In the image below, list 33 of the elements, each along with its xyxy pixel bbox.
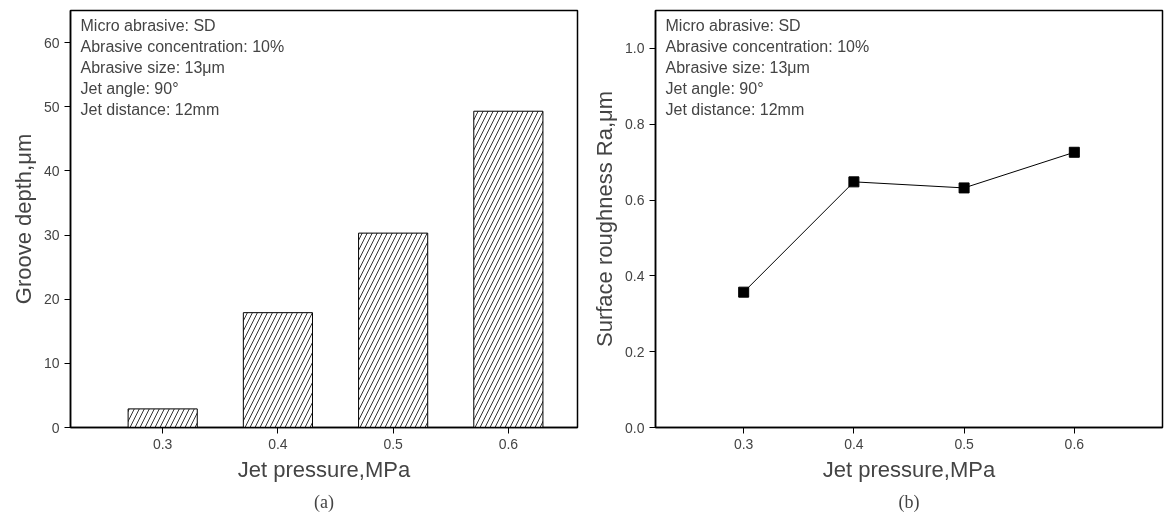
annotation: Micro abrasive: SD Abrasive concentration: 10% Abrasive size: 13μm Jet angle: 90° Jet distance: 12mm bbox=[80, 16, 285, 118]
y-tick-label: 20 bbox=[43, 291, 60, 308]
x-tick-label: 0.4 bbox=[844, 435, 864, 452]
y-tick-label: 0 bbox=[51, 419, 60, 436]
point bbox=[738, 286, 750, 298]
x-tick-label: 0.3 bbox=[152, 435, 173, 452]
x-tick-label: 0.4 bbox=[268, 435, 288, 452]
x-tick-label: 0.5 bbox=[954, 435, 975, 452]
y-axis-title: Groove depth,μm bbox=[10, 133, 36, 305]
point bbox=[1068, 146, 1080, 158]
y-tick-label: 60 bbox=[43, 34, 60, 51]
annotation: Micro abrasive: SD Abrasive concentration: 10% Abrasive size: 13μm Jet angle: 90° Jet distance: 12mm bbox=[665, 16, 870, 118]
y-tick-label: 40 bbox=[43, 162, 60, 179]
text: (b) bbox=[898, 491, 920, 513]
y-tick-label: 0.8 bbox=[625, 116, 645, 133]
x-tick-label: 0.5 bbox=[383, 435, 404, 452]
x-axis-title: Jet pressure,MPa bbox=[822, 456, 996, 482]
point bbox=[958, 182, 970, 194]
y-tick-label: 50 bbox=[43, 98, 60, 115]
y-tick-label: 30 bbox=[43, 227, 60, 244]
y-tick-label: 1.0 bbox=[625, 40, 645, 57]
y-tick-label: 10 bbox=[43, 355, 60, 372]
y-tick-label: 0.0 bbox=[625, 419, 645, 436]
y-tick-label: 0.4 bbox=[625, 267, 645, 284]
y-axis-title: Surface roughness Ra,μm bbox=[592, 90, 618, 348]
x-tick-label: 0.3 bbox=[733, 435, 754, 452]
text: (a) bbox=[314, 491, 334, 513]
y-tick-label: 0.6 bbox=[625, 192, 645, 209]
x-tick-label: 0.6 bbox=[498, 435, 519, 452]
point bbox=[848, 176, 860, 188]
x-tick-label: 0.6 bbox=[1064, 435, 1085, 452]
x-axis-title: Jet pressure,MPa bbox=[237, 456, 411, 482]
y-tick-label: 0.2 bbox=[625, 343, 645, 360]
